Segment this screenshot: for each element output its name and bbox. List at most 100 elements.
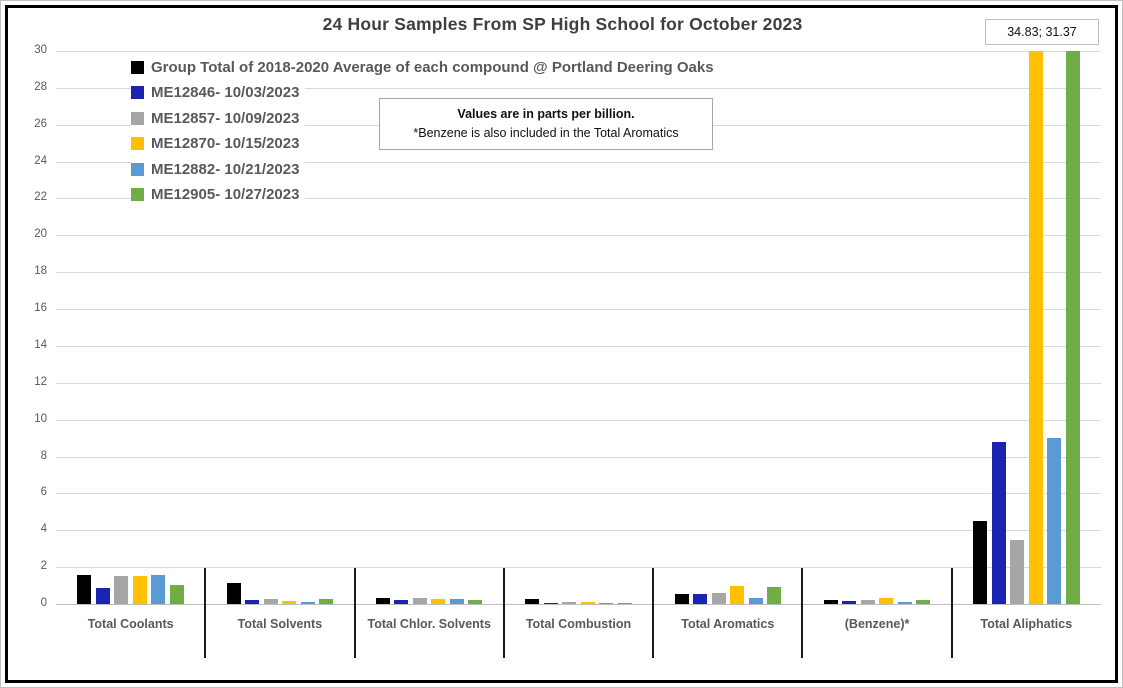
legend-label: ME12846- 10/03/2023: [151, 84, 300, 101]
y-gridline: [56, 161, 1101, 163]
y-gridline: [56, 530, 1101, 532]
legend-label: ME12870- 10/15/2023: [151, 135, 300, 152]
bar: [282, 601, 297, 604]
legend-label: ME12882- 10/21/2023: [151, 160, 300, 178]
y-gridline: [56, 345, 1101, 347]
category-label: Total Combustion: [525, 617, 632, 631]
category-label: Total Chlor. Solvents: [367, 617, 491, 631]
bar: [991, 441, 1006, 604]
legend-swatch-icon: [131, 162, 144, 176]
bar: [1065, 51, 1080, 604]
bar: [449, 599, 464, 604]
bar: [599, 603, 614, 604]
y-gridline: [56, 51, 1101, 52]
bar: [431, 599, 446, 604]
y-tick-label: 6: [40, 486, 47, 499]
bar: [767, 587, 782, 604]
bar: [860, 600, 875, 604]
bar: [468, 600, 483, 604]
legend-item: Group Total of 2018-2020 Average of each…: [131, 57, 720, 77]
units-note-box: Values are in parts per billion. *Benzen…: [379, 98, 713, 150]
y-gridline: [56, 272, 1101, 274]
y-gridline: [56, 87, 1101, 89]
y-tick-label: 20: [34, 228, 47, 241]
y-tick-label: 30: [34, 44, 47, 56]
y-gridline: [56, 309, 1101, 311]
bar: [394, 600, 409, 604]
units-note-line2: *Benzene is also included in the Total A…: [413, 126, 679, 140]
bar: [973, 521, 988, 604]
bar: [1010, 540, 1025, 604]
y-tick-label: 14: [34, 338, 47, 351]
y-tick-label: 12: [34, 375, 47, 388]
overflow-values-label: 34.83; 31.37: [985, 19, 1099, 45]
bar: [1047, 438, 1062, 604]
y-tick-label: 16: [34, 302, 47, 315]
legend-swatch-icon: [131, 188, 144, 201]
legend-item: ME12846- 10/03/2023: [131, 82, 306, 103]
category-label: Total Aliphatics: [980, 617, 1073, 631]
legend-swatch-icon: [131, 60, 144, 74]
bar: [226, 582, 241, 604]
bar: [580, 602, 595, 604]
y-tick-label: 26: [34, 117, 47, 130]
bar: [842, 601, 857, 604]
bar: [674, 593, 689, 604]
bar: [543, 603, 558, 604]
bar: [412, 598, 427, 604]
bar: [375, 597, 390, 604]
legend-label: ME12857- 10/09/2023: [151, 109, 300, 127]
bar: [300, 602, 315, 604]
y-tick-label: 10: [34, 412, 47, 425]
category-tick: [652, 568, 655, 658]
bar: [169, 584, 184, 604]
category-label: Total Coolants: [87, 617, 174, 631]
y-gridline: [56, 235, 1101, 237]
legend-item: ME12905- 10/27/2023: [131, 184, 306, 205]
bar: [1028, 51, 1043, 604]
bar: [525, 599, 540, 604]
category-tick: [353, 568, 356, 658]
bar: [132, 576, 147, 604]
y-gridline: [56, 604, 1101, 605]
bar: [151, 574, 166, 604]
y-tick-label: 0: [40, 597, 47, 609]
bar: [711, 592, 726, 604]
y-tick-label: 28: [34, 80, 47, 93]
bar: [562, 602, 577, 604]
bar: [95, 588, 110, 604]
bar: [245, 600, 260, 604]
bar: [916, 600, 931, 604]
legend-swatch-icon: [131, 86, 144, 99]
bar: [319, 599, 334, 604]
y-tick-label: 18: [34, 265, 47, 278]
category-tick: [204, 568, 207, 658]
y-gridline: [56, 382, 1101, 384]
legend-label: Group Total of 2018-2020 Average of each…: [151, 58, 714, 76]
legend-item: ME12857- 10/09/2023: [131, 108, 306, 128]
y-gridline: [56, 493, 1101, 495]
bar: [897, 602, 912, 604]
category-label: Total Aromatics: [681, 617, 775, 631]
bar: [879, 597, 894, 604]
legend-item: ME12882- 10/21/2023: [131, 159, 306, 179]
units-note-line1: Values are in parts per billion.: [457, 107, 635, 121]
y-tick-label: 2: [40, 560, 47, 573]
y-tick-label: 24: [34, 154, 47, 167]
category-tick: [502, 568, 505, 658]
bar: [114, 576, 129, 604]
bar: [693, 593, 708, 604]
legend-label: ME12905- 10/27/2023: [151, 186, 300, 203]
y-gridline: [56, 198, 1101, 200]
bar: [617, 603, 632, 604]
legend-item: ME12870- 10/15/2023: [131, 133, 306, 154]
y-gridline: [56, 456, 1101, 458]
category-tick: [950, 568, 953, 658]
category-label: Total Solvents: [237, 617, 323, 631]
category-tick: [801, 568, 804, 658]
bar: [77, 575, 92, 604]
bar: [730, 586, 745, 604]
bar: [823, 600, 838, 604]
y-tick-label: 8: [40, 449, 47, 462]
